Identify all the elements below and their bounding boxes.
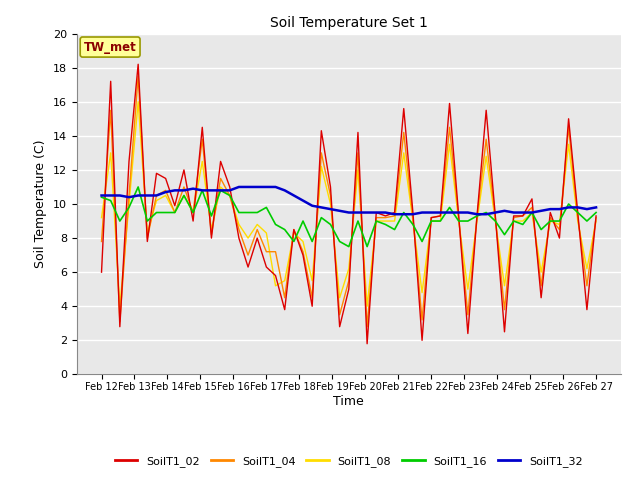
Text: TW_met: TW_met xyxy=(84,40,136,54)
X-axis label: Time: Time xyxy=(333,395,364,408)
Legend: SoilT1_02, SoilT1_04, SoilT1_08, SoilT1_16, SoilT1_32: SoilT1_02, SoilT1_04, SoilT1_08, SoilT1_… xyxy=(110,451,588,471)
Title: Soil Temperature Set 1: Soil Temperature Set 1 xyxy=(270,16,428,30)
Y-axis label: Soil Temperature (C): Soil Temperature (C) xyxy=(35,140,47,268)
